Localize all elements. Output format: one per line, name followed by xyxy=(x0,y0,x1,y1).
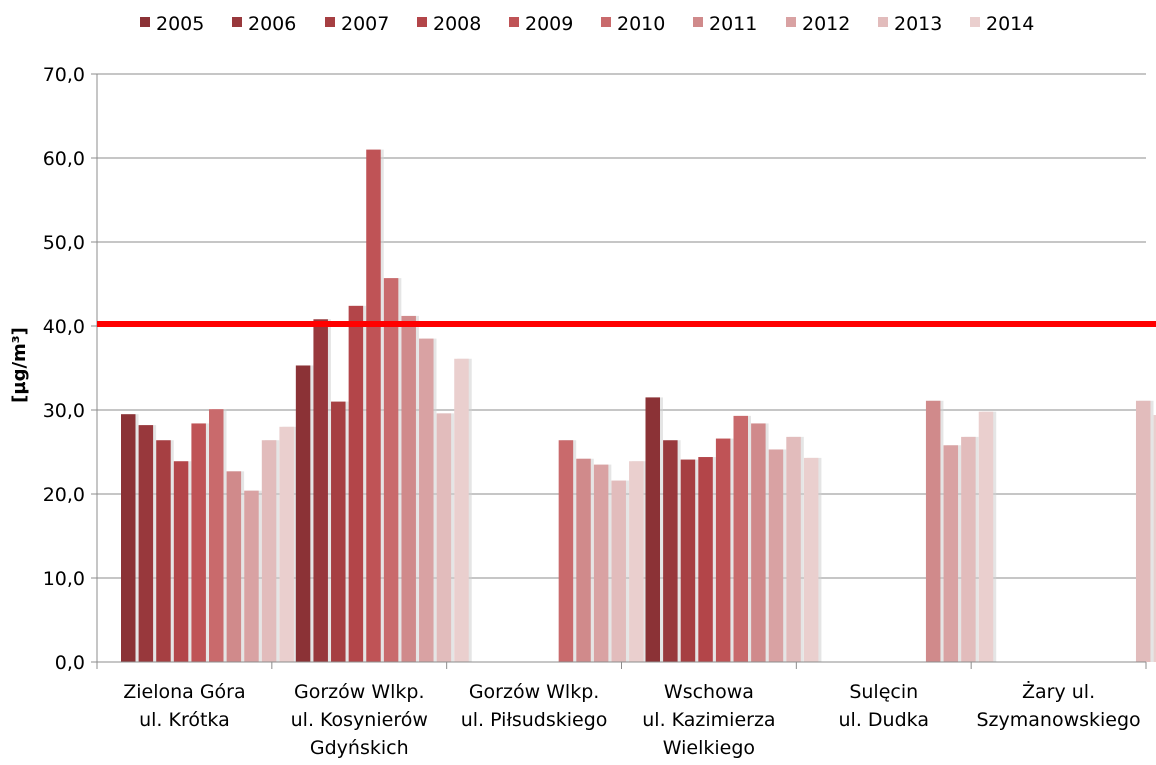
legend: 2005 2006 2007 2008 2009 2010 2011 2012 2013 2014 xyxy=(140,13,1034,35)
y-axis-label: [µg/m³] xyxy=(9,327,30,403)
legend-swatch xyxy=(786,17,796,27)
bar-2007-3 xyxy=(680,459,699,662)
bar-2013-2 xyxy=(611,480,629,662)
x-category-label: Żary ul. Szymanowskiego xyxy=(976,680,1140,731)
bar-2010-3 xyxy=(733,415,751,662)
x-category-label: Sulęcin ul. Dudka xyxy=(839,681,929,731)
bar-2009-1 xyxy=(366,149,384,663)
legend-label: 2011 xyxy=(709,13,757,35)
legend-item-2009: 2009 xyxy=(509,13,573,35)
bar-2005-1 xyxy=(295,365,314,662)
legend-item-2008: 2008 xyxy=(417,13,481,35)
x-category-label: Gorzów Wlkp. ul. Kosynierów Gdyńskich xyxy=(291,681,428,759)
legend-swatch xyxy=(232,17,242,27)
bar-2013-4 xyxy=(961,436,979,662)
bar-2014-4 xyxy=(978,411,997,662)
bar-2011-2 xyxy=(576,458,594,662)
y-tick-label: 40,0 xyxy=(43,316,85,338)
bar-2012-2 xyxy=(593,464,612,662)
legend-swatch xyxy=(601,17,611,27)
bar-2012-0 xyxy=(244,490,262,662)
legend-label: 2012 xyxy=(802,13,850,35)
legend-label: 2005 xyxy=(156,13,204,35)
legend-item-2010: 2010 xyxy=(601,13,665,35)
bar-2006-0 xyxy=(138,425,157,662)
bar-2011-3 xyxy=(751,423,769,662)
legend-swatch xyxy=(693,17,703,27)
legend-swatch xyxy=(509,17,519,27)
legend-swatch xyxy=(325,17,335,27)
legend-swatch xyxy=(878,17,888,27)
y-tick-label: 0,0 xyxy=(55,652,85,674)
legend-swatch xyxy=(417,17,427,27)
bar-2005-3 xyxy=(645,397,663,662)
bar-2005-0 xyxy=(121,414,139,662)
x-category-label: Gorzów Wlkp. ul. Piłsudskiego xyxy=(461,681,608,731)
legend-label: 2010 xyxy=(617,13,665,35)
legend-label: 2008 xyxy=(433,13,481,35)
bar-2008-1 xyxy=(348,305,367,662)
bar-2013-1 xyxy=(436,413,455,662)
y-tick-label: 70,0 xyxy=(43,64,85,86)
legend-label: 2009 xyxy=(525,13,573,35)
bar-2010-2 xyxy=(558,440,577,662)
legend-item-2014: 2014 xyxy=(970,13,1034,35)
bar-2012-4 xyxy=(943,445,962,662)
bar-2013-0 xyxy=(261,440,280,662)
legend-swatch xyxy=(140,17,150,27)
legend-swatch xyxy=(970,17,980,27)
bar-2006-3 xyxy=(663,440,681,662)
bar-2011-1 xyxy=(401,315,419,662)
legend-item-2005: 2005 xyxy=(140,13,204,35)
bar-2007-0 xyxy=(156,440,174,662)
x-category-label: Zielona Góra ul. Krótka xyxy=(123,681,245,731)
legend-item-2006: 2006 xyxy=(232,13,296,35)
legend-label: 2013 xyxy=(894,13,942,35)
legend-item-2011: 2011 xyxy=(693,13,757,35)
bar-2008-0 xyxy=(173,461,192,662)
bar-2010-1 xyxy=(383,278,402,662)
y-tick-label: 60,0 xyxy=(43,148,85,170)
y-tick-label: 20,0 xyxy=(43,484,85,506)
legend-item-2007: 2007 xyxy=(325,13,389,35)
y-tick-label: 50,0 xyxy=(43,232,85,254)
bar-2008-3 xyxy=(698,457,716,662)
legend-label: 2007 xyxy=(341,13,389,35)
y-tick-label: 10,0 xyxy=(43,568,85,590)
bar-2006-1 xyxy=(313,319,331,662)
bar-2014-1 xyxy=(454,358,472,662)
legend-item-2013: 2013 xyxy=(878,13,942,35)
bar-2013-5 xyxy=(1135,400,1154,662)
legend-label: 2006 xyxy=(248,13,296,35)
y-tick-label: 30,0 xyxy=(43,400,85,422)
bar-2007-1 xyxy=(331,401,349,662)
bar-2013-3 xyxy=(786,436,804,662)
bar-2014-5 xyxy=(1153,415,1156,662)
x-axis: Zielona Góra ul. Krótka Gorzów Wlkp. ul. Ko… xyxy=(96,661,1147,759)
bar-2010-0 xyxy=(209,409,227,662)
bar-2012-3 xyxy=(768,449,787,662)
bar-2014-0 xyxy=(279,426,297,662)
bar-2011-0 xyxy=(226,471,245,662)
bar-2009-0 xyxy=(191,423,209,662)
bar-2009-3 xyxy=(715,438,734,662)
x-category-label: Wschowa ul. Kazimierza Wielkiego xyxy=(642,681,775,759)
bar-2011-4 xyxy=(925,400,944,662)
bar-2014-2 xyxy=(629,461,647,662)
y-axis: 0,0 10,0 20,0 30,0 40,0 50,0 60,0 70,0 xyxy=(43,64,98,674)
bar-2012-1 xyxy=(419,338,437,662)
bar-2014-3 xyxy=(803,457,822,662)
bars xyxy=(121,149,1156,663)
legend-item-2012: 2012 xyxy=(786,13,850,35)
legend-label: 2014 xyxy=(986,13,1034,35)
